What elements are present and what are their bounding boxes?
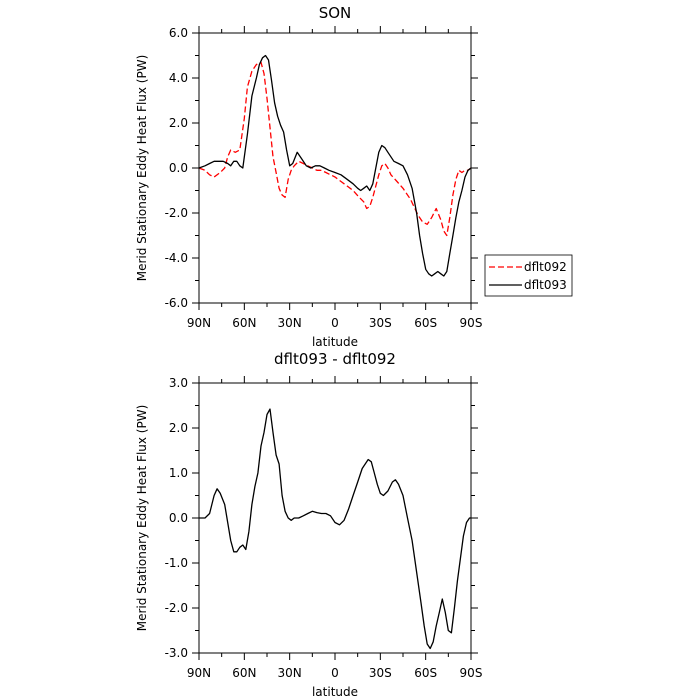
y-tick-label: -3.0 — [165, 646, 188, 660]
y-tick-label: 2.0 — [169, 421, 188, 435]
y-tick-label: 0.0 — [169, 161, 188, 175]
y-tick-label: 4.0 — [169, 71, 188, 85]
legend: dflt092 dflt093 — [484, 254, 573, 297]
x-axis-label: latitude — [312, 685, 358, 699]
x-tick-label: 90S — [460, 666, 483, 680]
y-tick-label: 0.0 — [169, 511, 188, 525]
chart-panel-difference: dflt093 - dflt092 Merid Stationary Eddy … — [135, 350, 482, 699]
plot-frame — [198, 382, 472, 654]
x-tick-label: 30S — [369, 666, 392, 680]
x-tick-label: 90N — [187, 666, 211, 680]
legend-label-dflt092: dflt092 — [524, 260, 567, 274]
x-tick-label: 30S — [369, 316, 392, 330]
legend-label-dflt093: dflt093 — [524, 278, 567, 292]
y-tick-label: -1.0 — [165, 556, 188, 570]
y-tick-label: 1.0 — [169, 466, 188, 480]
x-axis-label: latitude — [312, 335, 358, 349]
x-tick-label: 30N — [278, 666, 302, 680]
x-tick-label: 90S — [460, 316, 483, 330]
y-tick-label: -4.0 — [165, 251, 188, 265]
y-axis-label: Merid Stationary Eddy Heat Flux (PW) — [135, 55, 149, 282]
y-axis-label: Merid Stationary Eddy Heat Flux (PW) — [135, 405, 149, 632]
y-tick-label: -6.0 — [165, 296, 188, 310]
y-tick-label: 2.0 — [169, 116, 188, 130]
x-tick-label: 0 — [331, 666, 339, 680]
series-line-dflt093 — [198, 54, 472, 277]
plot-frame — [198, 32, 472, 304]
x-tick-label: 0 — [331, 316, 339, 330]
x-tick-label: 90N — [187, 316, 211, 330]
series-line-dflt092 — [198, 61, 472, 237]
x-tick-label: 60S — [414, 316, 437, 330]
y-tick-label: -2.0 — [165, 601, 188, 615]
series-line — [199, 408, 471, 650]
chart-title: SON — [319, 4, 352, 22]
y-tick-label: 6.0 — [169, 26, 188, 40]
chart-title: dflt093 - dflt092 — [274, 350, 396, 368]
legend-box — [484, 254, 573, 297]
y-tick-label: -2.0 — [165, 206, 188, 220]
y-tick-label: 3.0 — [169, 376, 188, 390]
chart-panel-son: SON Merid Stationary Eddy Heat Flux (PW)… — [135, 4, 482, 349]
x-tick-label: 60N — [232, 666, 256, 680]
x-tick-label: 60S — [414, 666, 437, 680]
x-tick-label: 30N — [278, 316, 302, 330]
x-tick-label: 60N — [232, 316, 256, 330]
